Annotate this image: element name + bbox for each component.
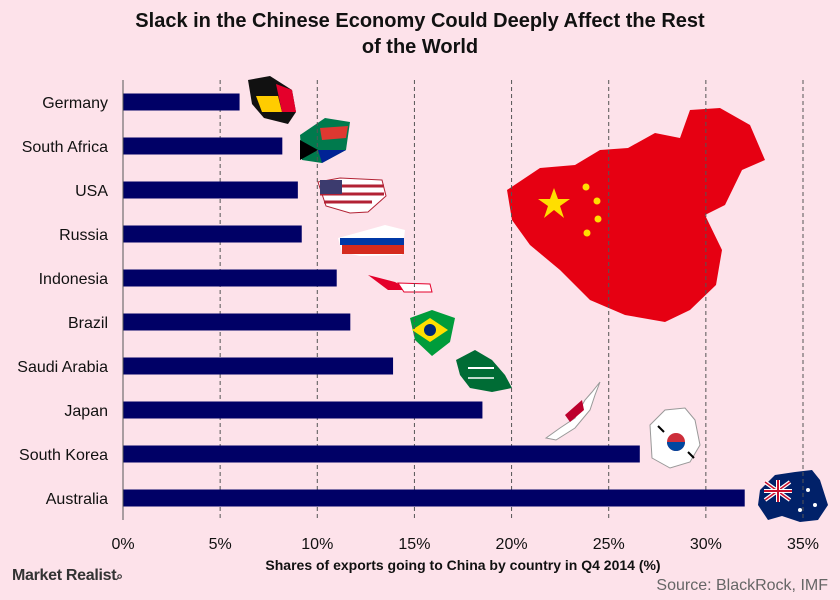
russia-flag-icon — [338, 225, 405, 256]
category-label: Australia — [46, 491, 108, 508]
bar-indonesia — [123, 269, 337, 287]
bar-usa — [123, 181, 298, 199]
source-note: Source: BlackRock, IMF — [656, 577, 828, 594]
x-axis-label: Shares of exports going to China by coun… — [265, 557, 660, 573]
x-tick-label: 0% — [111, 536, 134, 553]
saudi-arabia-flag-icon — [456, 350, 512, 392]
bar-saudi-arabia — [123, 357, 394, 375]
bar-germany — [123, 93, 240, 111]
brand-name: Market Realist — [12, 567, 117, 584]
x-tick-label: 30% — [690, 536, 722, 553]
south-korea-flag-icon — [649, 407, 701, 469]
chart-title: Slack in the Chinese Economy Could Deepl… — [60, 8, 780, 60]
category-label: Germany — [42, 95, 108, 112]
indonesia-flag-icon — [368, 275, 433, 293]
japan-flag-icon — [544, 381, 601, 441]
germany-flag-icon — [248, 76, 296, 124]
south-africa-flag-icon — [300, 118, 350, 163]
category-label: Saudi Arabia — [17, 359, 108, 376]
bar-brazil — [123, 313, 351, 331]
market-realist-logo: Market Realist⌕ — [12, 567, 123, 585]
chart-title-line: of the World — [361, 36, 479, 58]
bar-australia — [123, 489, 745, 507]
x-tick-label: 25% — [593, 536, 625, 553]
bar-south-korea — [123, 445, 640, 463]
usa-flag-icon — [317, 177, 387, 214]
chart-title-line: Slack in the Chinese Economy Could Deepl… — [135, 10, 705, 32]
category-label: Russia — [59, 227, 108, 244]
bar-south-africa — [123, 137, 283, 155]
bar-russia — [123, 225, 302, 243]
x-tick-label: 15% — [398, 536, 430, 553]
category-label: South Korea — [19, 447, 108, 464]
category-label: Indonesia — [39, 271, 108, 288]
x-tick-label: 10% — [301, 536, 333, 553]
bar-japan — [123, 401, 483, 419]
category-label: Brazil — [68, 315, 108, 332]
x-tick-label: 5% — [209, 536, 232, 553]
brazil-flag-icon — [410, 310, 455, 356]
magnifier-icon: ⌕ — [116, 569, 123, 583]
category-label: USA — [75, 183, 108, 200]
x-tick-label: 20% — [496, 536, 528, 553]
australia-flag-icon — [758, 470, 828, 522]
x-tick-label: 35% — [787, 536, 819, 553]
category-label: South Africa — [22, 139, 108, 156]
category-label: Japan — [64, 403, 108, 420]
china-map-flag-icon — [507, 108, 765, 322]
